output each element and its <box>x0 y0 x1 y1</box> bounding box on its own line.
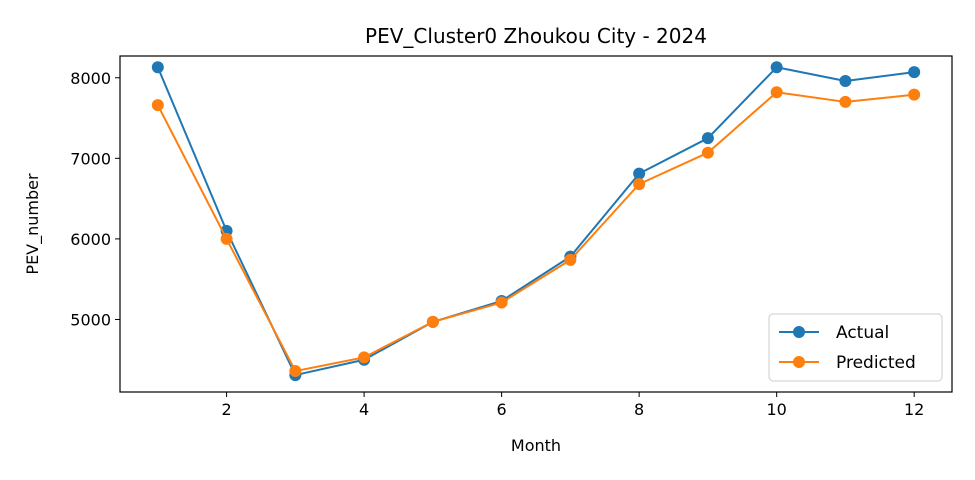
x-tick-label: 4 <box>359 400 369 419</box>
data-point <box>358 351 371 364</box>
plot-area <box>151 61 921 382</box>
data-point <box>839 74 852 87</box>
data-point <box>770 61 783 74</box>
data-point <box>289 365 302 378</box>
y-tick-label: 8000 <box>70 69 111 88</box>
x-axis: 2 4 6 8 10 12 <box>221 392 924 419</box>
data-point <box>770 86 783 99</box>
legend: Actual Predicted <box>768 313 943 382</box>
legend-label: Predicted <box>836 353 916 373</box>
x-axis-title: Month <box>511 436 561 455</box>
series-line <box>156 91 915 373</box>
x-tick-label: 8 <box>634 400 644 419</box>
data-point <box>701 132 714 145</box>
legend-box <box>768 313 943 382</box>
data-point <box>908 66 921 79</box>
y-tick-label: 5000 <box>70 310 111 329</box>
data-point <box>633 167 646 180</box>
data-point <box>633 178 646 191</box>
legend-label: Actual <box>836 323 889 343</box>
data-point <box>426 315 439 328</box>
data-point <box>564 253 577 266</box>
data-point <box>151 99 164 112</box>
x-tick-label: 12 <box>904 400 924 419</box>
x-tick-label: 2 <box>221 400 231 419</box>
data-point <box>220 232 233 245</box>
data-point <box>908 88 921 101</box>
legend-marker <box>793 326 805 338</box>
x-tick-label: 10 <box>766 400 786 419</box>
legend-marker <box>793 356 805 368</box>
y-tick-label: 7000 <box>70 149 111 168</box>
data-point <box>701 146 714 159</box>
y-axis: 5000 6000 7000 8000 <box>70 69 120 329</box>
data-point <box>495 296 508 309</box>
x-tick-label: 6 <box>497 400 507 419</box>
y-axis-title: PEV_number <box>23 173 43 275</box>
plot-frame <box>119 55 953 393</box>
chart-title: PEV_Cluster0 Zhoukou City - 2024 <box>365 24 707 48</box>
data-point <box>151 61 164 74</box>
series-predicted <box>151 86 921 378</box>
y-tick-label: 6000 <box>70 230 111 249</box>
data-point <box>839 95 852 108</box>
